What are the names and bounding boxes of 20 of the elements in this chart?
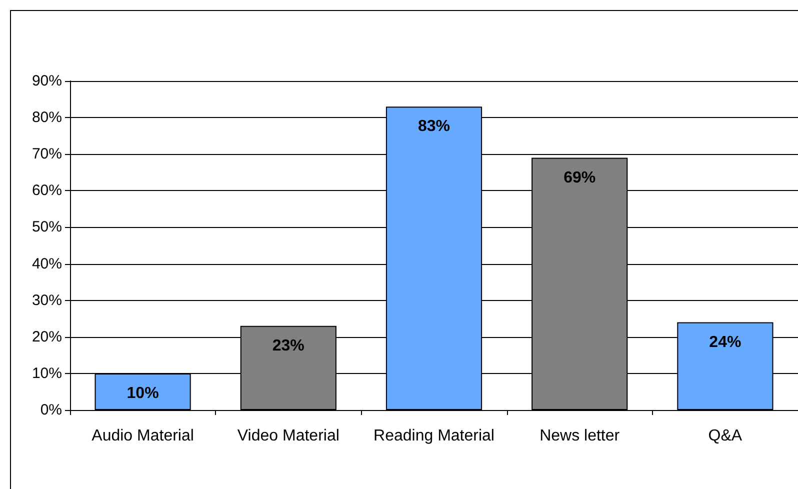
x-tick-label: Video Material <box>237 428 340 444</box>
x-tick-label: News letter <box>540 428 620 444</box>
y-tick-label: 10% <box>32 364 62 382</box>
y-tick-label: 40% <box>32 255 62 272</box>
y-tick-label: 70% <box>32 146 62 163</box>
data-label: 23% <box>272 337 304 354</box>
x-tick-label: Q&A <box>708 428 742 444</box>
y-tick-label: 50% <box>32 218 62 236</box>
y-tick-label: 0% <box>40 402 62 418</box>
y-tick-label: 80% <box>32 109 62 126</box>
x-tick-label: Audio Material <box>92 428 194 444</box>
data-label: 24% <box>709 334 742 351</box>
y-tick-label: 30% <box>32 292 62 309</box>
data-label: 10% <box>126 384 159 402</box>
x-tick-label: Reading Material <box>374 428 494 444</box>
data-label: 69% <box>564 169 596 186</box>
y-tick-label: 60% <box>32 182 62 200</box>
y-tick-label: 20% <box>32 328 62 346</box>
data-label: 83% <box>418 118 450 136</box>
y-tick-label: 90% <box>32 72 62 90</box>
